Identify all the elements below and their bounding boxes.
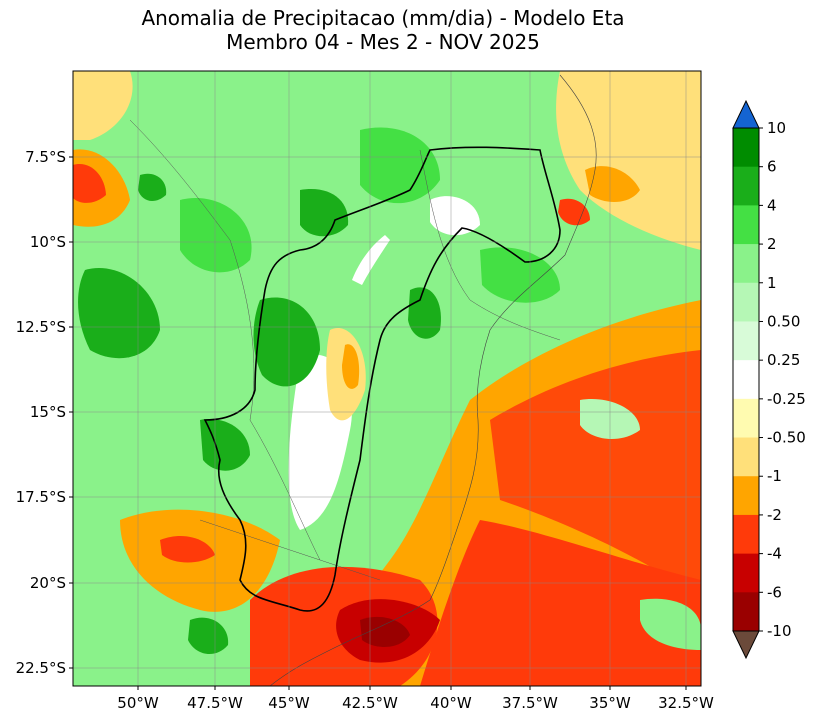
lon-tick-label: 35°W xyxy=(589,694,631,712)
colorbar-segment xyxy=(733,514,759,555)
lon-tick-label: 32.5°W xyxy=(658,694,714,712)
lon-tick-label: 40°W xyxy=(430,694,472,712)
title-line-2: Membro 04 - Mes 2 - NOV 2025 xyxy=(226,30,540,54)
lat-tick-label: 20°S xyxy=(30,574,66,592)
lon-tick-label: 42.5°W xyxy=(342,694,398,712)
colorbar-frame xyxy=(732,127,760,632)
colorbar-tick-label: -4 xyxy=(767,545,782,563)
colorbar-tick-label: -0.50 xyxy=(767,429,806,447)
colorbar-segment xyxy=(733,244,759,284)
colorbar-tick-label: 4 xyxy=(767,196,777,214)
lat-tick-label: 12.5°S xyxy=(16,318,66,336)
colorbar-tick-label: 1 xyxy=(767,274,777,292)
colorbar-segment xyxy=(733,166,759,206)
colorbar-tick-label: -1 xyxy=(767,467,782,485)
colorbar-segment xyxy=(733,205,759,245)
colorbar-tick-label: -2 xyxy=(767,506,782,524)
map-title: Anomalia de Precipitacao (mm/dia) - Mode… xyxy=(0,6,766,54)
lon-tick-label: 37.5°W xyxy=(502,694,558,712)
lat-tick-label: 22.5°S xyxy=(16,659,66,677)
colorbar-segment xyxy=(733,321,759,361)
colorbar-segment xyxy=(733,592,759,632)
lon-tick-label: 50°W xyxy=(117,694,159,712)
colorbar-segment xyxy=(733,360,759,400)
map-gridlines xyxy=(73,71,701,686)
anomaly-field xyxy=(73,71,701,686)
lat-tick-label: 7.5°S xyxy=(25,148,66,166)
lat-tick-label: 17.5°S xyxy=(16,488,66,506)
colorbar-tick-label: 0.50 xyxy=(767,312,800,330)
map-frame xyxy=(72,70,702,687)
colorbar-tick-label: -6 xyxy=(767,583,782,601)
colorbar-segment xyxy=(733,128,759,168)
colorbar-segment xyxy=(733,476,759,516)
colorbar-over-arrow xyxy=(732,99,760,129)
colorbar-tick-label: 2 xyxy=(767,235,777,253)
colorbar-segment xyxy=(733,398,759,439)
colorbar-tick-label: 10 xyxy=(767,119,786,137)
longitude-axis: 50°W 47.5°W 45°W 42.5°W 40°W 37.5°W 35°W 32.5°W xyxy=(117,686,714,712)
colorbar-tick-label: -10 xyxy=(767,622,792,640)
colorbar: 10 6 4 2 1 0.50 0.25 -0.25 -0.50 -1 -2 -4 -6 -10 xyxy=(732,99,806,660)
lat-tick-label: 15°S xyxy=(30,403,66,421)
colorbar-segment xyxy=(733,282,759,322)
title-line-1: Anomalia de Precipitacao (mm/dia) - Mode… xyxy=(141,6,625,30)
colorbar-tick-label: -0.25 xyxy=(767,390,806,408)
latitude-axis: 7.5°S 10°S 12.5°S 15°S 17.5°S 20°S 22.5°S xyxy=(16,148,73,677)
colorbar-tick-label: 6 xyxy=(767,158,777,176)
colorbar-segment xyxy=(733,553,759,593)
lat-tick-label: 10°S xyxy=(30,233,66,251)
colorbar-under-arrow xyxy=(732,630,760,660)
colorbar-tick-label: 0.25 xyxy=(767,351,800,369)
colorbar-segment xyxy=(733,437,759,477)
lon-tick-label: 47.5°W xyxy=(187,694,243,712)
lon-tick-label: 45°W xyxy=(268,694,310,712)
